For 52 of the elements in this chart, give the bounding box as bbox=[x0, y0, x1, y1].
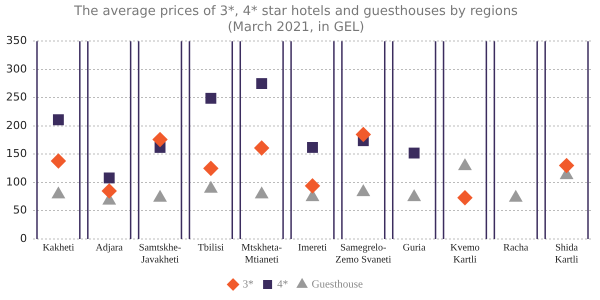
y-tick-label: 100 bbox=[6, 175, 27, 188]
point bbox=[457, 190, 472, 206]
category-label: Shida bbox=[555, 242, 578, 254]
point bbox=[52, 114, 64, 126]
point bbox=[50, 154, 66, 169]
category-label: Samtskhe- bbox=[138, 242, 182, 254]
legend-label: 4* bbox=[277, 278, 288, 290]
text: (March 2021, in GEL) bbox=[228, 20, 364, 35]
point bbox=[204, 181, 218, 193]
text: The average prices of 3*, 4* star hotels and guesthouses by regions bbox=[74, 4, 518, 20]
point bbox=[203, 160, 218, 176]
y-tick-label: 50 bbox=[12, 204, 27, 217]
point bbox=[509, 190, 522, 202]
category-label: Kvemo bbox=[450, 242, 480, 254]
x-tick-label: Guria bbox=[402, 242, 426, 254]
y-tick-label: 350 bbox=[6, 34, 27, 48]
x-tick-label: Racha bbox=[503, 242, 529, 254]
point bbox=[255, 186, 268, 198]
x-tick-label: Kakheti bbox=[42, 242, 74, 254]
y-tick-label: 200 bbox=[6, 118, 27, 132]
point bbox=[153, 190, 167, 202]
y-tick-label: 0 bbox=[20, 232, 27, 245]
point bbox=[52, 186, 65, 198]
point bbox=[408, 190, 421, 202]
point bbox=[356, 126, 371, 142]
point bbox=[104, 172, 115, 184]
point bbox=[102, 183, 117, 198]
point bbox=[256, 78, 268, 90]
point bbox=[356, 184, 370, 196]
point bbox=[559, 158, 574, 174]
point bbox=[254, 140, 270, 156]
category-label: Kartli bbox=[554, 254, 578, 266]
point bbox=[408, 148, 420, 159]
point bbox=[205, 92, 216, 104]
x-tick-label: Tbilisi bbox=[198, 242, 224, 254]
y-tick-label: 300 bbox=[6, 62, 27, 76]
point bbox=[305, 178, 320, 194]
y-tick-label: 150 bbox=[6, 147, 27, 160]
y-tick-label: 250 bbox=[6, 90, 27, 104]
category-label: Samegrelo- bbox=[340, 242, 386, 254]
category-label: Javakheti bbox=[141, 254, 179, 266]
category-label: Mtianeti bbox=[244, 254, 279, 266]
point bbox=[152, 132, 168, 148]
category-label: Kartli bbox=[453, 254, 477, 266]
point bbox=[458, 158, 472, 170]
legend-label: 3* bbox=[242, 278, 254, 290]
x-tick-label: Adjara bbox=[96, 242, 124, 254]
point bbox=[307, 142, 318, 153]
legend-label: Guesthouse bbox=[312, 278, 364, 290]
category-label: Mtskheta- bbox=[241, 242, 282, 254]
x-tick-label: Imereti bbox=[298, 242, 328, 254]
category-label: Zemo Svaneti bbox=[335, 254, 392, 266]
